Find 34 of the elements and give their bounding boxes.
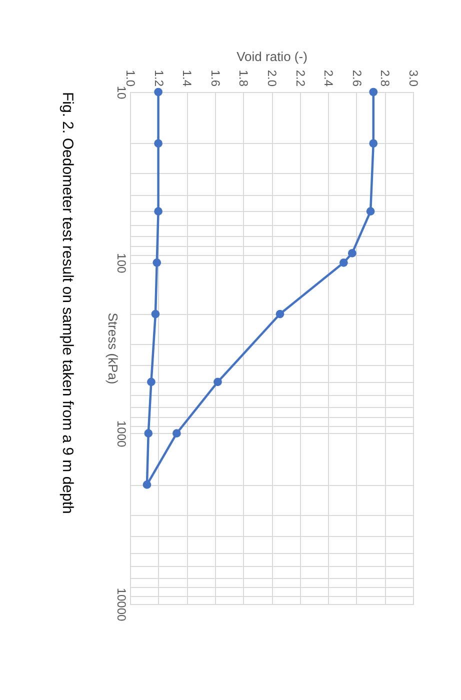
point [144,429,153,438]
point [276,310,284,318]
point [147,378,156,386]
point [154,207,162,216]
point [154,139,162,148]
y-axis-title: Stress (kPa) [106,312,120,384]
x-tick-label: 2.4 [322,70,336,87]
point [151,310,160,318]
x-axis-title: Void ratio (-) [236,48,308,64]
point [339,258,348,267]
point [214,378,222,386]
x-tick-label: 1.2 [152,70,166,87]
y-tick-label: 10000 [114,588,128,622]
caption: Fig. 2. Oedometer test result on sample taken from a 9 m depth [59,92,76,514]
point [348,249,356,258]
x-tick-label: 1.0 [124,70,138,87]
point [142,480,152,489]
x-tick-label: 1.6 [208,70,222,87]
y-tick-label: 10 [114,86,128,100]
x-tick-label: 3.0 [406,70,420,87]
x-tick-label: 2.0 [265,70,279,87]
point [154,88,162,96]
x-tick-label: 2.8 [378,70,392,87]
x-tick-label: 2.2 [293,70,308,87]
point [369,139,378,148]
y-tick-label: 100 [114,253,128,274]
point [172,429,181,438]
x-tick-label: 1.8 [236,70,251,87]
x-tick-label: 1.4 [180,70,194,87]
y-tick-label: 1000 [114,420,128,448]
point [366,207,375,216]
point [369,88,378,96]
point [152,258,162,267]
x-tick-label: 2.6 [350,70,364,87]
